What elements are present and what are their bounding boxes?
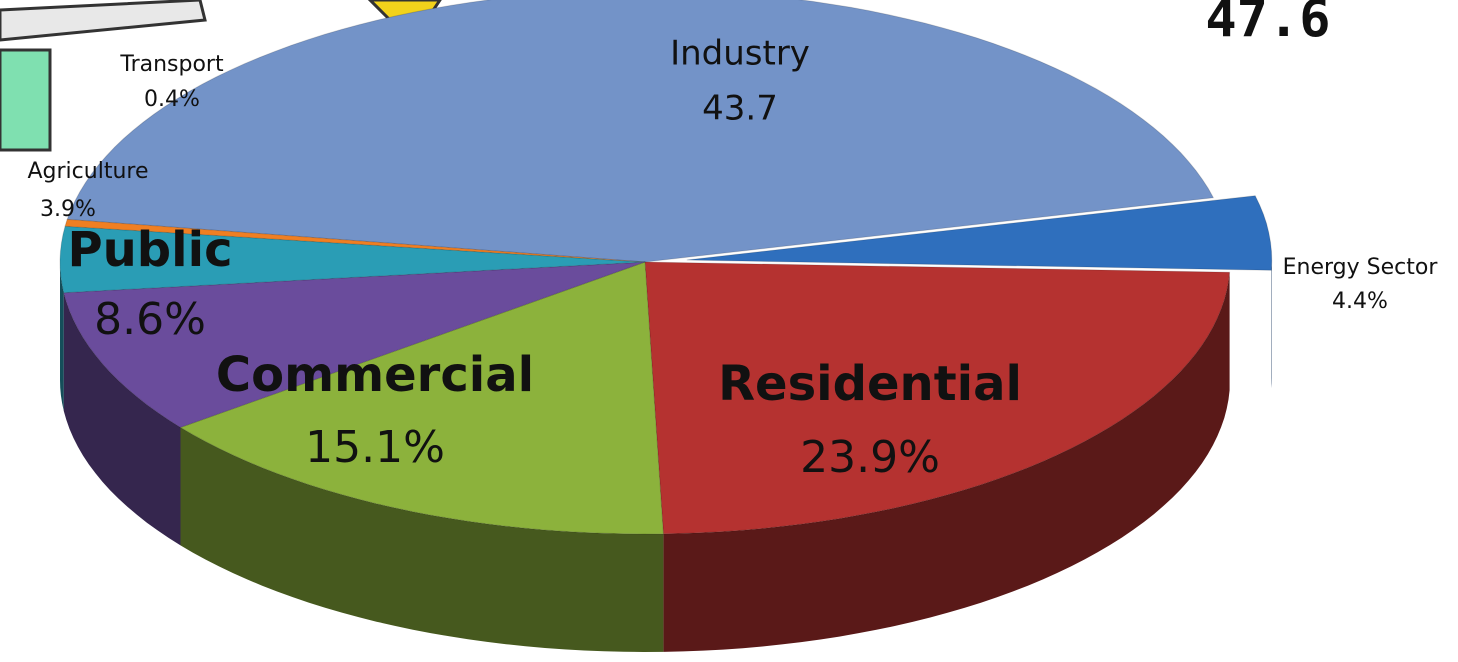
slice-value-label: 15.1% xyxy=(305,422,445,473)
pie-slice-side xyxy=(60,262,64,411)
illustration-block xyxy=(0,0,207,42)
annotation: 47.6 xyxy=(1205,0,1330,49)
slice-label: Commercial xyxy=(216,347,534,403)
slice-label: Transport xyxy=(119,52,224,77)
slice-value-label: 43.7 xyxy=(702,89,778,129)
pie-slice xyxy=(64,218,646,263)
pie-slice xyxy=(686,195,1273,271)
pie-slice xyxy=(179,261,664,535)
pie-slice xyxy=(59,225,646,294)
illustration-block xyxy=(0,48,52,152)
slice-label: Residential xyxy=(718,356,1022,412)
slice-label: Public xyxy=(67,222,232,278)
pie-slice xyxy=(644,261,1231,535)
pie-slice-side xyxy=(180,427,664,652)
slice-value-label: 3.9% xyxy=(40,197,96,222)
slice-value-label: 8.6% xyxy=(94,294,206,345)
slice-value-label: 23.9% xyxy=(800,432,940,483)
pie-slice-side xyxy=(63,292,181,546)
pie-slice xyxy=(66,0,1215,263)
slice-label: Energy Sector xyxy=(1283,255,1439,280)
slice-value-label: 0.4% xyxy=(144,87,200,112)
slice-label: Industry xyxy=(670,34,810,74)
slice-label: Agriculture xyxy=(28,159,149,184)
pie-slice xyxy=(63,261,646,428)
pie-slice-side xyxy=(663,272,1230,652)
slice-value-label: 4.4% xyxy=(1332,289,1388,314)
